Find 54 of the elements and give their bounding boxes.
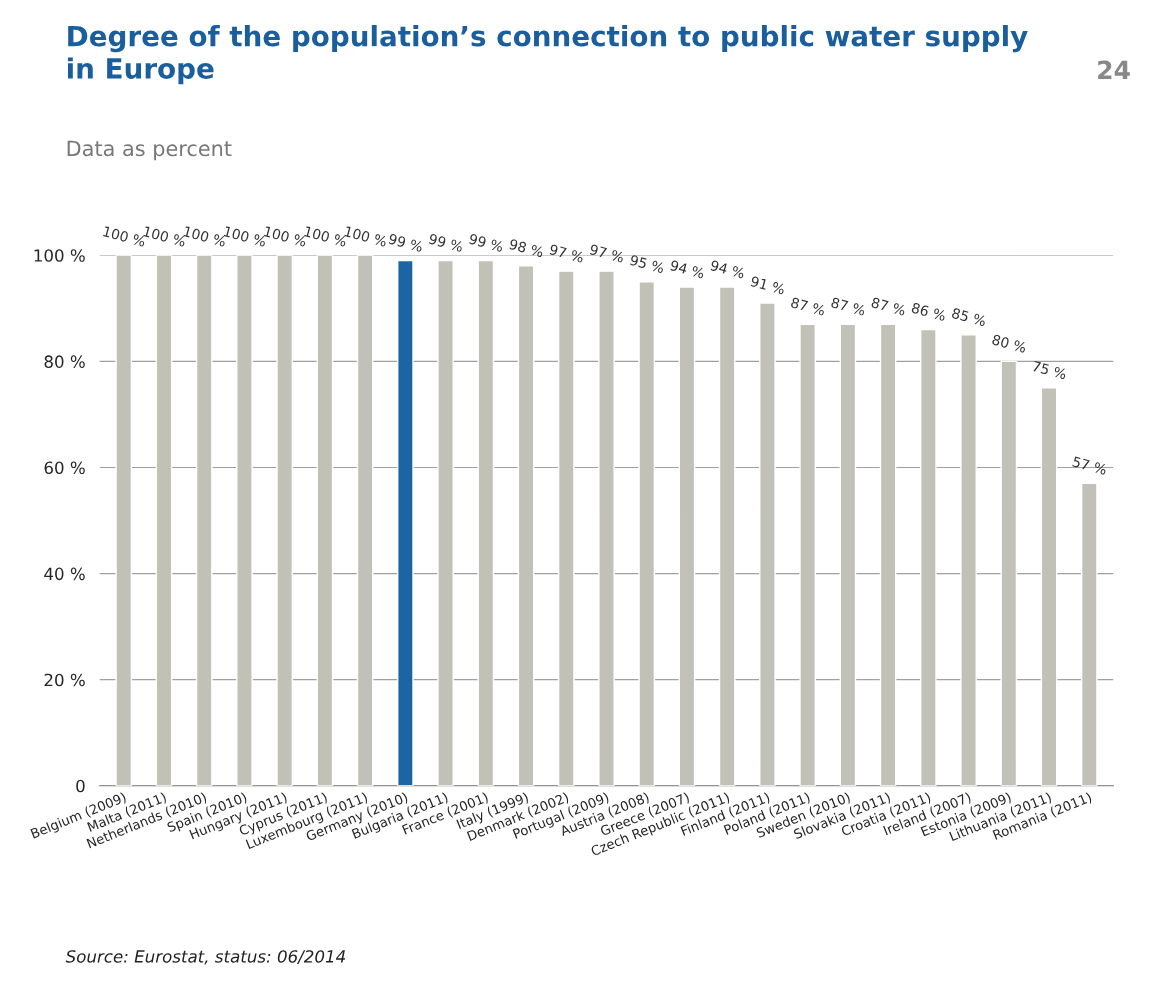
data-label: 91 % — [750, 275, 786, 295]
bar — [316, 255, 334, 786]
bar — [718, 286, 736, 786]
data-label: 95 % — [629, 254, 665, 274]
bar — [115, 255, 133, 786]
data-label: 99 % — [468, 233, 504, 253]
data-label: 99 % — [388, 233, 424, 253]
y-tick-label: 100 % — [34, 249, 85, 262]
bar — [799, 323, 816, 786]
bar — [920, 328, 937, 786]
bar — [638, 281, 656, 786]
bar — [155, 255, 173, 786]
data-label: 94 % — [669, 259, 705, 279]
data-label: 86 % — [911, 302, 947, 322]
bar — [1000, 360, 1018, 786]
y-tick-label: 40 % — [44, 567, 85, 581]
bar — [557, 270, 575, 786]
bar — [236, 255, 253, 786]
data-label: 97 % — [589, 243, 625, 263]
source-note: Source: Eurostat, status: 06/2014 — [65, 950, 346, 965]
y-tick-label: 20 % — [44, 673, 85, 687]
data-label: 100 % — [344, 225, 388, 247]
text: 24 — [1098, 60, 1130, 80]
data-label: 75 % — [1032, 360, 1068, 380]
bar — [759, 302, 776, 786]
bar — [397, 259, 414, 786]
bar — [598, 270, 615, 786]
bar — [1080, 482, 1098, 786]
data-label: 87 % — [790, 297, 826, 316]
data-label: 87 % — [830, 297, 866, 316]
chart-title: Degree of the population’s connection to public water supply in Europe — [67, 25, 1028, 85]
data-label: 97 % — [549, 243, 585, 263]
bar — [1040, 387, 1058, 786]
data-label: 99 % — [428, 233, 464, 253]
bar — [356, 255, 374, 786]
y-tick-label: 60 % — [44, 461, 85, 475]
data-label: 85 % — [951, 307, 987, 327]
data-label: 87 % — [870, 297, 907, 316]
bar — [276, 255, 294, 786]
y-tick-label: 0 — [76, 779, 85, 793]
chart-subtitle: Data as percent — [67, 140, 232, 161]
bar — [477, 259, 495, 786]
y-tick-label: 80 % — [44, 355, 85, 368]
bar — [437, 259, 454, 786]
bar — [678, 286, 696, 786]
data-label: 94 % — [709, 259, 746, 279]
bar — [839, 323, 857, 786]
data-label: 80 % — [991, 334, 1027, 354]
bar — [879, 323, 897, 786]
data-label: 57 % — [1072, 456, 1108, 476]
bar — [960, 334, 977, 786]
data-label: 98 % — [508, 238, 545, 258]
bar — [195, 255, 213, 786]
bar — [517, 265, 535, 786]
